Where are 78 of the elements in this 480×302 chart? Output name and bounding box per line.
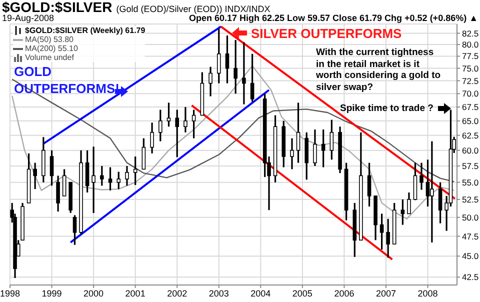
candlestick xyxy=(313,128,317,167)
x-tick-label: 2008 xyxy=(418,288,438,298)
candlestick xyxy=(296,102,300,164)
candlestick xyxy=(108,166,112,192)
y-tick-label: 80.0 xyxy=(462,40,479,50)
candlestick xyxy=(413,162,418,201)
y-tick-label: 55.0 xyxy=(462,177,479,188)
candlestick xyxy=(116,170,121,190)
candlestick xyxy=(62,168,66,197)
x-tick-label: 1998 xyxy=(0,288,20,298)
candlestick xyxy=(400,198,405,226)
text: Open 60.17 High 62.25 Low 59.57 Close 61.79 Chg +0.52 (+0.86%) ▲ xyxy=(188,13,478,23)
candlestick xyxy=(85,150,90,194)
annotation: With the current tightness in the retail market is it worth considering a gold to silver swap? xyxy=(316,47,442,93)
legend-label: $GOLD:$SILVER (Weekly) 61.79 xyxy=(25,26,146,35)
candlestick xyxy=(184,106,188,134)
x-tick-label: 2003 xyxy=(208,288,229,298)
candlestick xyxy=(290,137,294,170)
y-tick-label: 42.5 xyxy=(462,272,479,282)
candlestick xyxy=(234,39,238,94)
candlestick xyxy=(208,66,212,98)
y-tick-label: 47.5 xyxy=(462,231,479,242)
y-tick-label: 62.5 xyxy=(462,130,479,140)
candlestick xyxy=(380,212,384,250)
y-tick-label: 77.5 xyxy=(462,51,479,62)
candlestick xyxy=(367,162,372,208)
candlestick xyxy=(33,162,37,190)
candlestick xyxy=(216,28,221,84)
x-tick-label: 2001 xyxy=(125,288,146,298)
y-tick-label: 45.0 xyxy=(462,251,479,262)
chart-title: $GOLD:$SILVER xyxy=(2,0,112,15)
y-tick-label: 60.0 xyxy=(462,145,479,156)
legend-label: MA(50) 53.80 xyxy=(25,35,74,44)
candlestick xyxy=(150,122,154,154)
x-tick-label: 2000 xyxy=(84,288,104,298)
x-tick-label: 2007 xyxy=(376,288,396,298)
candlestick xyxy=(250,53,254,102)
candlestick xyxy=(330,118,334,160)
y-tick-label: 82.5 xyxy=(462,28,479,38)
y-tick-label: 52.5 xyxy=(462,194,479,204)
candlestick xyxy=(72,214,77,246)
chart-subtitle: (Gold (EOD)/Silver (EOD)) INDX/INDX xyxy=(116,4,270,14)
candlestick xyxy=(92,146,96,214)
candlestick xyxy=(100,165,104,186)
annotation: Volume undef xyxy=(25,53,74,62)
candlestick xyxy=(142,137,146,170)
y-tick-label: 57.5 xyxy=(462,161,479,171)
x-tick-label: 2002 xyxy=(167,288,188,298)
y-tick-label: 67.5 xyxy=(462,102,479,112)
x-tick-label: 2004 xyxy=(250,288,271,298)
candlestick xyxy=(125,165,129,186)
line-series xyxy=(11,78,455,182)
y-tick-label: 72.5 xyxy=(462,76,479,86)
x-tick-label: 1999 xyxy=(42,288,62,298)
legend-label: MA(200) 55.10 xyxy=(25,44,78,53)
y-tick-label: 50.0 xyxy=(462,212,479,222)
candlestick xyxy=(430,140,434,244)
x-tick-label: 2005 xyxy=(292,288,312,298)
text: 19-Aug-2008 xyxy=(2,13,54,23)
y-tick-label: 75.0 xyxy=(462,63,479,74)
x-tick-label: 2006 xyxy=(334,288,354,298)
candlestick xyxy=(166,102,171,128)
y-tick-label: 70.0 xyxy=(462,88,479,99)
annotation: Spike time to trade ? xyxy=(340,103,434,114)
candlestick xyxy=(192,108,196,140)
candlestick xyxy=(175,108,180,158)
candlestick xyxy=(50,150,54,186)
annotation: SILVER OUTPERFORMS xyxy=(251,26,402,41)
candlestick xyxy=(56,174,60,212)
candlestick xyxy=(133,156,138,186)
y-tick-label: 65.0 xyxy=(462,116,479,126)
candlestick xyxy=(225,34,230,84)
candlestick xyxy=(386,218,390,259)
candlestick xyxy=(438,182,442,224)
candlestick xyxy=(158,108,162,142)
candlestick xyxy=(420,162,424,191)
candlestick xyxy=(407,192,411,215)
candlestick xyxy=(242,41,246,106)
